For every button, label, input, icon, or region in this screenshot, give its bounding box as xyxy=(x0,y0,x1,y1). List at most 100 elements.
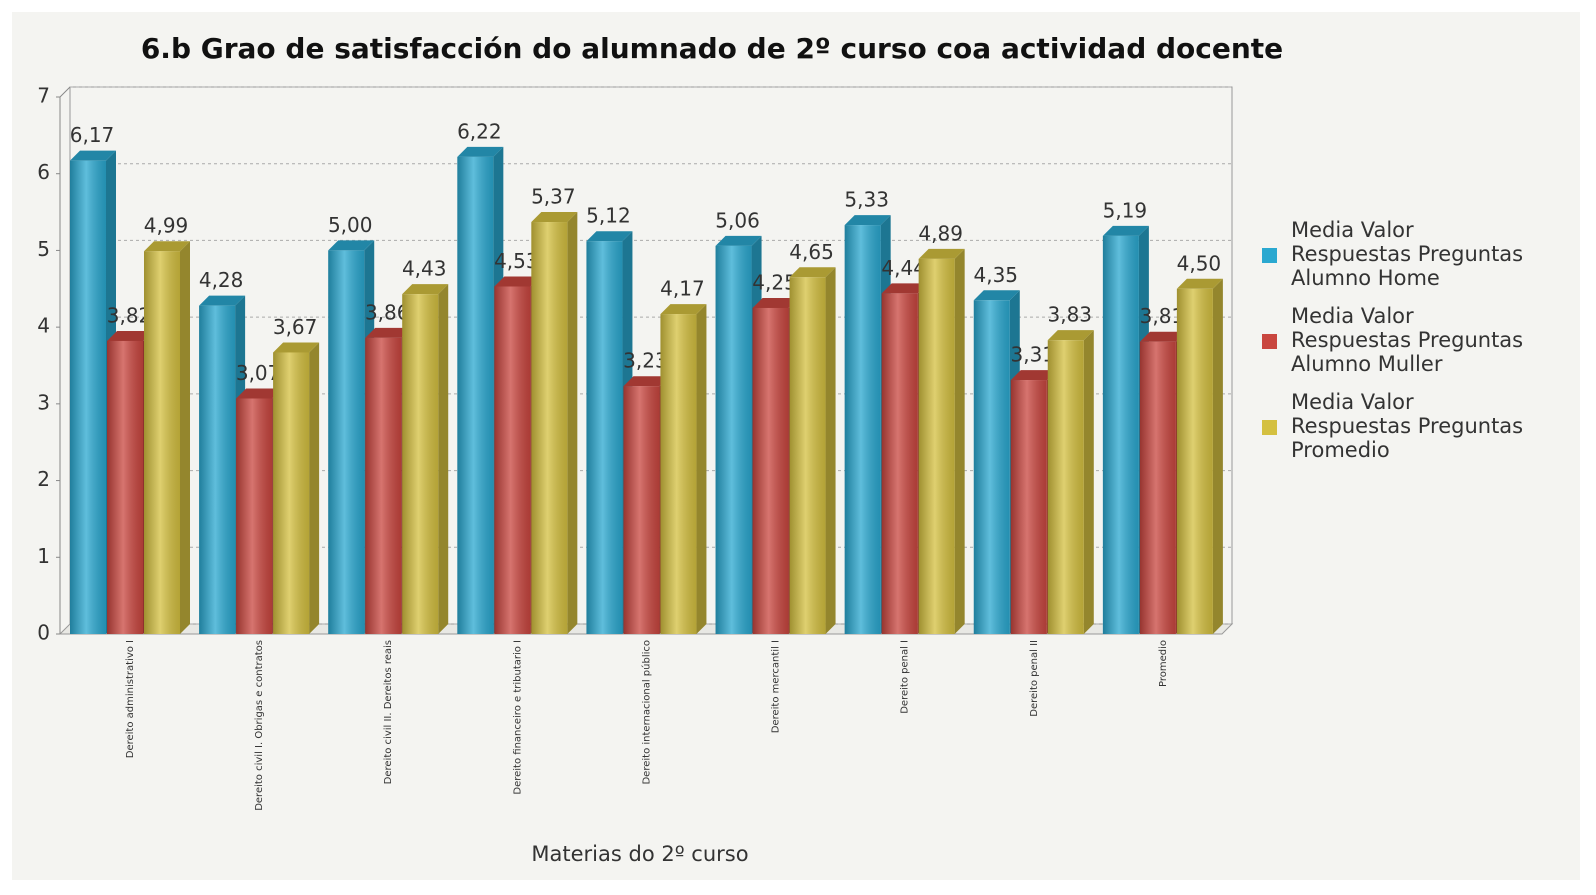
legend-label: Media Valor Respuestas Preguntas Alumno … xyxy=(1291,218,1524,290)
bar-top xyxy=(1176,278,1223,289)
bar-shine xyxy=(918,258,955,634)
bar-top xyxy=(586,231,633,242)
data-label: 3,31 xyxy=(1011,343,1056,367)
bar-top xyxy=(273,342,320,353)
bar-shine xyxy=(494,286,531,634)
data-label: 3,81 xyxy=(1140,304,1185,328)
bar-side xyxy=(567,212,578,634)
bar-top xyxy=(199,295,246,306)
bar-side xyxy=(696,304,707,634)
legend-swatch xyxy=(1262,248,1277,263)
bar-shine xyxy=(715,245,752,634)
bar-shine xyxy=(1139,341,1176,634)
bar-shine xyxy=(623,386,660,634)
x-tick-label: Dereito civil II. Dereitos reais xyxy=(383,640,394,784)
bar-shine xyxy=(881,293,918,634)
bar-top xyxy=(918,248,965,259)
x-axis-title: Materias do 2º curso xyxy=(531,842,748,866)
data-label: 4,35 xyxy=(974,263,1019,287)
bar-top xyxy=(1102,225,1149,236)
bar-side xyxy=(438,284,449,634)
bar-top xyxy=(494,276,541,287)
x-tick-label: Dereito internacional público xyxy=(640,640,652,785)
bar-shine xyxy=(70,160,106,634)
y-tick-label: 4 xyxy=(37,314,50,338)
legend-label: Media Valor Respuestas Preguntas Promedi… xyxy=(1291,390,1524,462)
data-label: 4,17 xyxy=(660,277,705,301)
data-label: 5,19 xyxy=(1103,198,1148,222)
y-tick-label: 5 xyxy=(37,237,50,261)
legend-swatch xyxy=(1262,334,1277,349)
bar-shine xyxy=(1176,288,1213,634)
data-label: 4,28 xyxy=(199,268,244,292)
data-label: 4,65 xyxy=(789,240,834,264)
data-label: 4,43 xyxy=(402,257,447,281)
x-tick-label: Dereito civil I. Obrigas e contratos xyxy=(254,640,265,811)
y-tick-label: 7 xyxy=(37,84,50,108)
data-label: 6,17 xyxy=(70,123,115,147)
bar-shine xyxy=(236,398,273,634)
bar-shine xyxy=(402,294,439,634)
bar-top xyxy=(365,327,412,338)
bar-side xyxy=(309,342,320,634)
bar-top xyxy=(881,283,928,294)
bar-side xyxy=(825,267,836,634)
data-label: 4,53 xyxy=(494,249,539,273)
bar-top xyxy=(1010,370,1057,381)
bar-top xyxy=(1139,331,1186,342)
y-tick-label: 1 xyxy=(37,544,50,568)
bar-shine xyxy=(1010,380,1047,634)
bar-top xyxy=(752,297,799,308)
bar-top xyxy=(457,146,504,157)
bar-shine xyxy=(273,352,310,634)
data-label: 5,37 xyxy=(531,185,576,209)
data-label: 5,12 xyxy=(586,204,631,228)
data-label: 6,22 xyxy=(457,119,502,143)
data-label: 5,33 xyxy=(844,188,889,212)
bar-top xyxy=(402,284,449,295)
bar-shine xyxy=(199,305,236,634)
legend: Media Valor Respuestas Preguntas Alumno … xyxy=(1262,218,1532,476)
bar-side xyxy=(1212,278,1223,634)
x-tick-label: Dereito penal II xyxy=(1029,640,1040,717)
bar-side xyxy=(1083,330,1094,634)
data-label: 4,89 xyxy=(918,221,963,245)
bar-shine xyxy=(586,241,623,635)
bar-shine xyxy=(457,156,494,634)
bar-shine xyxy=(844,225,881,634)
x-tick-label: Dereito penal I xyxy=(900,640,911,714)
legend-swatch xyxy=(1262,420,1277,435)
legend-entry: Media Valor Respuestas Preguntas Alumno … xyxy=(1262,218,1532,290)
data-label: 3,82 xyxy=(107,303,152,327)
legend-entry: Media Valor Respuestas Preguntas Promedi… xyxy=(1262,390,1532,462)
y-tick-label: 2 xyxy=(37,467,50,491)
data-label: 3,86 xyxy=(365,300,410,324)
bar-shine xyxy=(1047,340,1084,634)
bar-shine xyxy=(107,340,143,634)
bar-top xyxy=(623,376,670,387)
bar-shine xyxy=(144,251,180,634)
x-tick-label: Dereito financeiro e tributario I xyxy=(512,640,523,795)
data-label: 5,06 xyxy=(715,208,760,232)
bar-side xyxy=(180,241,190,634)
data-label: 3,83 xyxy=(1048,303,1093,327)
bar-shine xyxy=(531,222,568,634)
y-tick-label: 0 xyxy=(37,621,50,645)
bar-top xyxy=(1047,330,1094,341)
bar-shine xyxy=(789,277,826,634)
x-tick-label: Promedio xyxy=(1158,640,1169,687)
y-tick-label: 3 xyxy=(37,390,50,414)
bar-shine xyxy=(973,300,1010,634)
legend-label: Media Valor Respuestas Preguntas Alumno … xyxy=(1291,304,1524,376)
bar-top xyxy=(144,241,190,252)
bar-top xyxy=(660,304,707,315)
y-axis-depth xyxy=(59,86,71,98)
bar-top xyxy=(844,215,891,226)
bar-shine xyxy=(752,307,789,634)
bar-top xyxy=(531,212,578,223)
bar-top xyxy=(973,290,1020,301)
data-label: 3,07 xyxy=(236,361,281,385)
x-tick-label: Dereito mercantil I xyxy=(771,640,782,733)
